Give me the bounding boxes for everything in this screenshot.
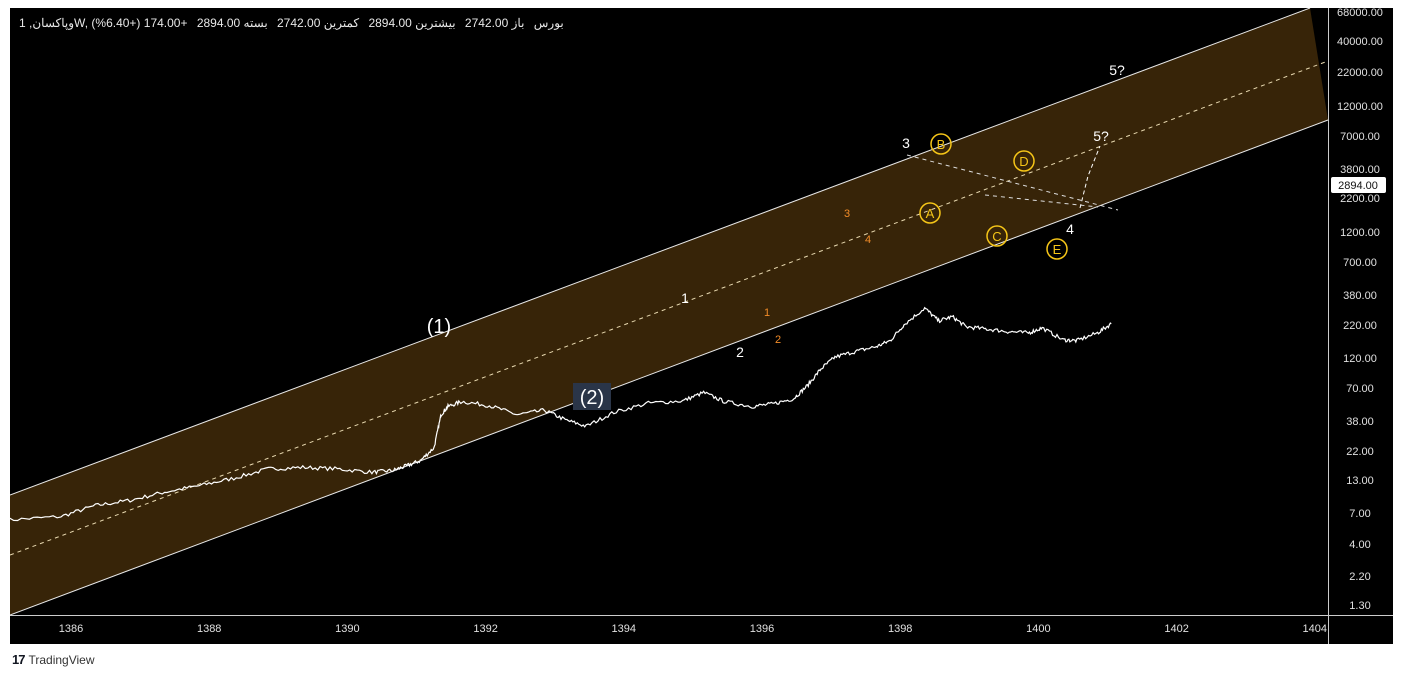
x-tick-label: 1388	[197, 623, 221, 635]
y-tick-label: 380.00	[1343, 290, 1377, 302]
wave-label-a: A	[926, 206, 935, 221]
wave-circle-e	[1046, 238, 1068, 260]
y-tick-label: 40000.00	[1337, 36, 1383, 48]
y-tick-label: 1200.00	[1340, 227, 1380, 239]
wave-minor-2: 2	[775, 334, 781, 346]
y-tick-label: 2.20	[1349, 571, 1370, 583]
chart-panel[interactable]: 1386 1388 1390 1392 1394 1396 1398 1400 1402 1404…	[10, 8, 1393, 644]
wave-label-5-upper: 5?	[1109, 62, 1125, 78]
y-tick-label: 3800.00	[1340, 164, 1380, 176]
wave-label-major-2-bg	[573, 383, 611, 410]
low-value: کمترین 2742.00	[277, 16, 360, 30]
channel-upper-line	[10, 8, 1311, 496]
x-tick-label: 1404	[1303, 623, 1327, 635]
wave-circle-c	[986, 225, 1008, 247]
wave-circle-a	[919, 202, 941, 224]
y-tick-label: 68000.00	[1337, 8, 1383, 19]
y-tick-label: 7000.00	[1340, 131, 1380, 143]
close-value: بسته 2894.00	[196, 16, 268, 30]
wave-minor-4: 4	[865, 234, 871, 246]
wave-label-major-2: (2)	[580, 387, 604, 409]
y-tick-label: 120.00	[1343, 353, 1377, 365]
y-tick-label: 1.30	[1349, 600, 1370, 612]
y-tick-label: 22.00	[1346, 446, 1374, 458]
y-tick-label: 13.00	[1346, 475, 1374, 487]
x-tick-label: 1394	[612, 623, 636, 635]
wave-minor-3: 3	[844, 208, 850, 220]
x-axis-bg	[10, 615, 1393, 644]
y-tick-label: 2200.00	[1340, 193, 1380, 205]
x-tick-label: 1386	[59, 623, 83, 635]
high-value: بیشترین 2894.00	[368, 16, 456, 30]
wave-label-3: 3	[902, 135, 910, 151]
wave-label-1: 1	[681, 290, 689, 306]
wave-label-4: 4	[1066, 221, 1074, 237]
last-price-tag	[1331, 177, 1386, 193]
price-line	[10, 306, 1112, 522]
wave-circle-b	[930, 133, 952, 155]
wave-circle-d	[1013, 150, 1035, 172]
x-tick-label: 1390	[335, 623, 359, 635]
wave-label-e: E	[1053, 242, 1062, 257]
symbol-header: وپاکسان, 1W, بورس باز 2742.00 بیشترین 28…	[19, 16, 570, 30]
y-tick-label: 700.00	[1343, 257, 1377, 269]
triangle-lower-line	[984, 194, 1099, 208]
change-value: +174.00 (+6.40%)	[91, 16, 188, 30]
x-tick-label: 1396	[750, 623, 774, 635]
wave-label-b: B	[937, 137, 946, 152]
symbol-name[interactable]: وپاکسان, 1W, بورس	[19, 16, 564, 30]
open-value: باز 2742.00	[464, 16, 525, 30]
y-tick-label: 4.00	[1349, 539, 1370, 551]
brand-name: TradingView	[28, 652, 95, 667]
channel-lower-line	[10, 119, 1329, 616]
wave-minor-1: 1	[764, 307, 770, 319]
y-tick-label: 7.00	[1349, 508, 1370, 520]
projection-dashed-line	[1079, 145, 1101, 209]
y-tick-label: 220.00	[1343, 320, 1377, 332]
x-tick-label: 1392	[473, 623, 497, 635]
wave-label-d: D	[1019, 154, 1028, 169]
y-tick-label: 38.00	[1346, 416, 1374, 428]
x-tick-label: 1398	[888, 623, 912, 635]
channel-fill	[10, 8, 1328, 615]
wave-label-5-lower: 5?	[1093, 128, 1109, 144]
tradingview-brand[interactable]: 17 TradingView	[12, 652, 95, 667]
price-chart[interactable]: 1386 1388 1390 1392 1394 1396 1398 1400 1402 1404…	[10, 8, 1393, 644]
x-tick-label: 1402	[1164, 623, 1188, 635]
wave-label-c: C	[992, 229, 1001, 244]
x-tick-label: 1400	[1026, 623, 1050, 635]
y-tick-label: 70.00	[1346, 383, 1374, 395]
y-tick-label: 12000.00	[1337, 101, 1383, 113]
y-tick-label: 22000.00	[1337, 67, 1383, 79]
wave-label-2: 2	[736, 344, 744, 360]
tradingview-logo-icon: 17	[12, 652, 26, 667]
wave-label-major-1: (1)	[427, 316, 451, 338]
channel-mid-line	[10, 60, 1329, 556]
last-price-label: 2894.00	[1338, 180, 1378, 192]
